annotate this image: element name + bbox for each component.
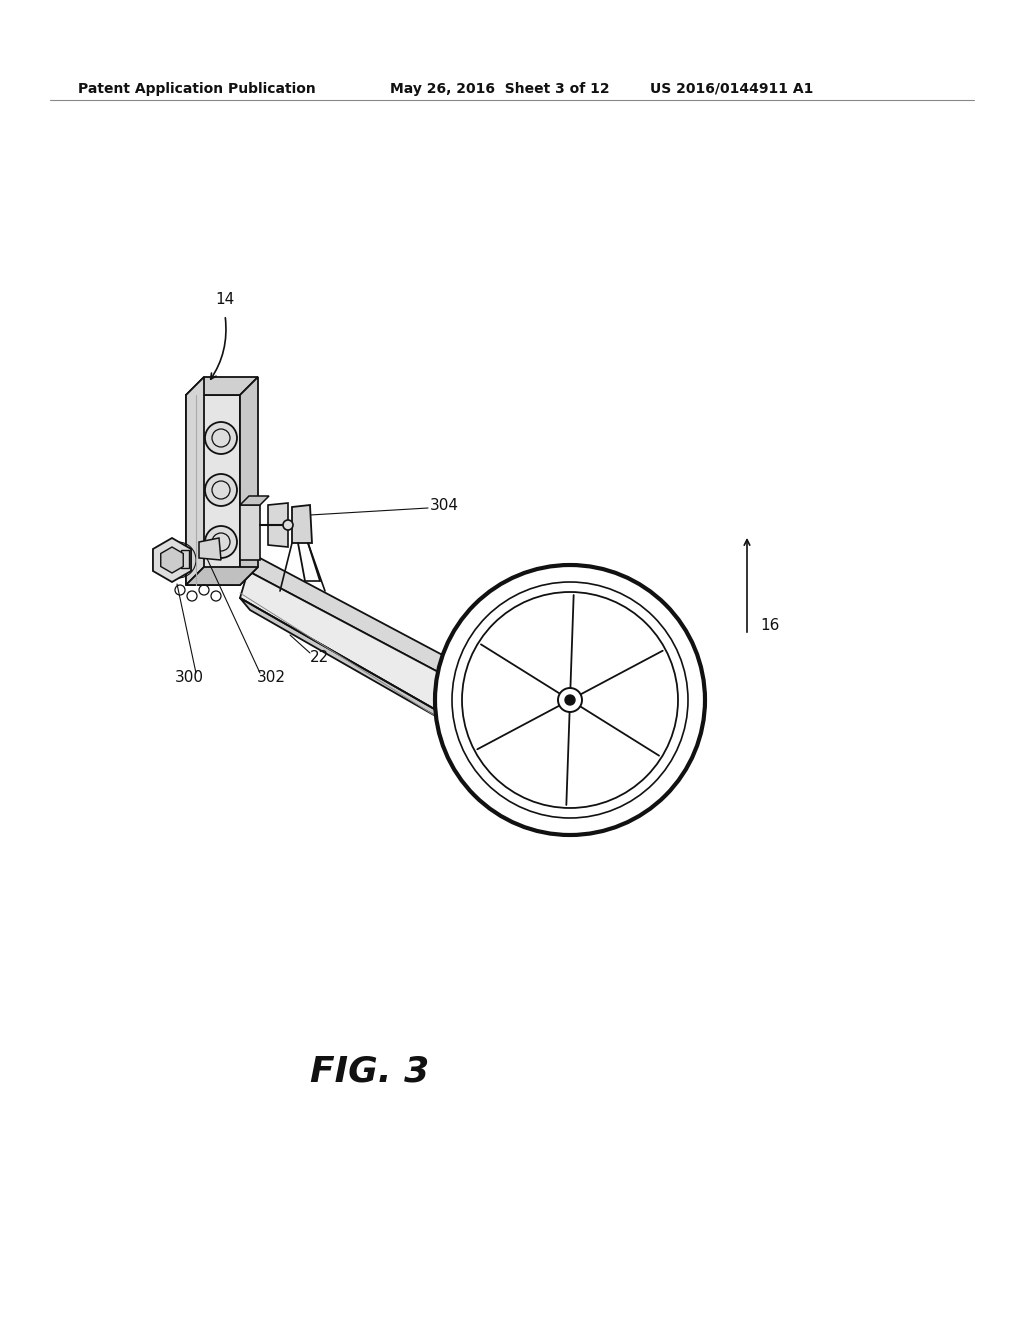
Circle shape xyxy=(205,474,237,506)
Polygon shape xyxy=(292,506,312,543)
Text: 302: 302 xyxy=(257,671,286,685)
Polygon shape xyxy=(161,546,183,573)
Circle shape xyxy=(283,520,293,531)
Circle shape xyxy=(435,565,705,836)
Polygon shape xyxy=(240,572,457,722)
Circle shape xyxy=(205,525,237,558)
Text: 22: 22 xyxy=(310,651,330,665)
Circle shape xyxy=(205,422,237,454)
Polygon shape xyxy=(186,378,204,585)
Text: 16: 16 xyxy=(760,618,779,632)
Polygon shape xyxy=(240,598,467,734)
Polygon shape xyxy=(199,539,221,560)
Text: 14: 14 xyxy=(215,293,234,308)
Text: FIG. 3: FIG. 3 xyxy=(310,1055,430,1089)
Polygon shape xyxy=(240,506,260,560)
Polygon shape xyxy=(186,568,258,585)
Text: Patent Application Publication: Patent Application Publication xyxy=(78,82,315,96)
Polygon shape xyxy=(186,378,258,395)
Circle shape xyxy=(565,696,575,705)
Text: US 2016/0144911 A1: US 2016/0144911 A1 xyxy=(650,82,813,96)
Text: 304: 304 xyxy=(430,498,459,512)
Circle shape xyxy=(558,688,582,711)
Text: 300: 300 xyxy=(175,671,204,685)
Polygon shape xyxy=(181,550,189,568)
Polygon shape xyxy=(240,496,269,506)
Polygon shape xyxy=(186,395,240,585)
Polygon shape xyxy=(268,503,288,546)
Polygon shape xyxy=(240,378,258,585)
Polygon shape xyxy=(153,539,191,582)
Polygon shape xyxy=(248,557,467,682)
Text: May 26, 2016  Sheet 3 of 12: May 26, 2016 Sheet 3 of 12 xyxy=(390,82,609,96)
